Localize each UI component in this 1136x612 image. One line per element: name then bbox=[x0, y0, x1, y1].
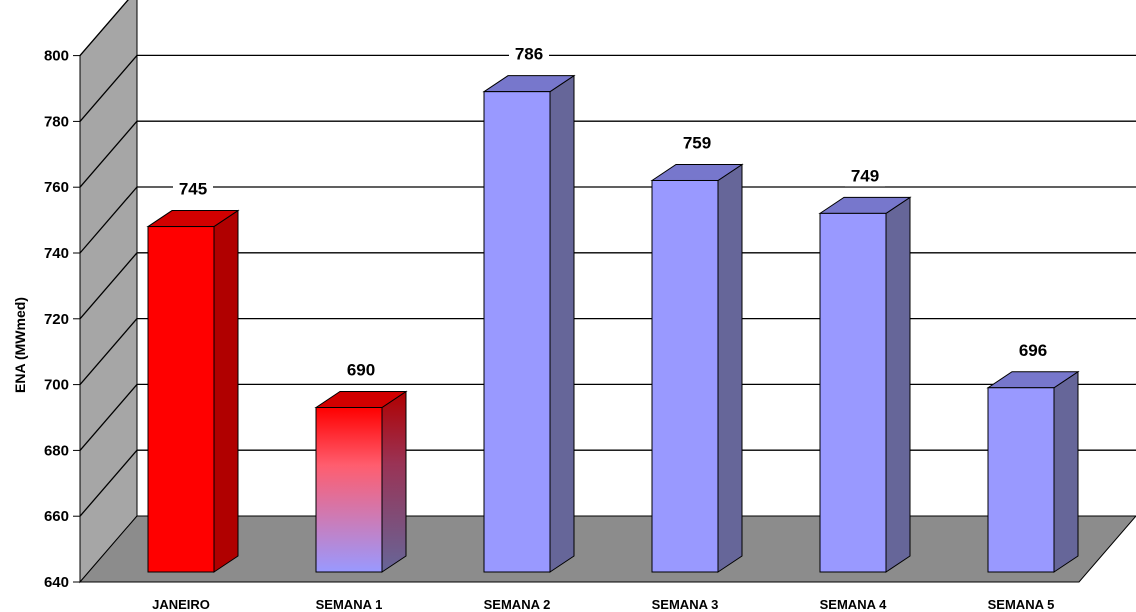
bar-side bbox=[885, 196, 911, 573]
x-category-label: JANEIRO bbox=[152, 597, 210, 612]
gridline-wall bbox=[79, 252, 138, 320]
bar-semana-2 bbox=[482, 74, 576, 573]
bar-front bbox=[819, 212, 887, 573]
gridline-wall bbox=[79, 54, 138, 122]
bar-semana-4 bbox=[818, 196, 912, 573]
x-category-label: SEMANA 5 bbox=[988, 597, 1055, 612]
gridline-wall bbox=[79, 449, 138, 517]
bar-side bbox=[213, 209, 239, 573]
y-axis-label: ENA (MWmed) bbox=[12, 297, 28, 393]
y-tick-label: 780 bbox=[44, 113, 69, 130]
data-label-bg bbox=[509, 43, 549, 65]
gridline-wall bbox=[79, 120, 138, 188]
gridline-wall bbox=[79, 0, 129, 57]
bar-side bbox=[1053, 370, 1079, 573]
bar-semana-3 bbox=[650, 163, 744, 573]
bar-front bbox=[651, 179, 719, 573]
bar-semana-5 bbox=[986, 370, 1080, 573]
data-label: 745 bbox=[179, 180, 207, 199]
y-axis-ticks: 640 660 680 700 720 740 760 780 800 bbox=[44, 48, 80, 591]
bar-side bbox=[381, 390, 407, 573]
y-tick-label: 720 bbox=[44, 311, 69, 328]
bar-front bbox=[315, 407, 383, 573]
x-axis-categories: JANEIRO SEMANA 1 SEMANA 2 SEMANA 3 SEMANA 4 S… bbox=[152, 597, 1054, 612]
data-label-bg bbox=[173, 178, 213, 200]
x-category-label: SEMANA 3 bbox=[652, 597, 719, 612]
data-label-bg bbox=[1013, 339, 1053, 361]
bar-front bbox=[483, 91, 551, 573]
y-tick-label: 680 bbox=[44, 442, 69, 459]
y-tick-label: 660 bbox=[44, 508, 69, 525]
bar-semana-1 bbox=[314, 390, 408, 573]
bar-janeiro bbox=[146, 209, 240, 573]
y-tick-label: 800 bbox=[44, 48, 69, 65]
bar-side bbox=[549, 74, 575, 573]
x-category-label: SEMANA 1 bbox=[316, 597, 383, 612]
y-tick-label: 640 bbox=[44, 574, 69, 591]
x-category-label: SEMANA 2 bbox=[484, 597, 551, 612]
gridlines bbox=[79, 0, 1136, 517]
data-label-bg bbox=[845, 165, 885, 187]
data-label: 696 bbox=[1019, 341, 1047, 360]
bar-side bbox=[717, 163, 743, 573]
gridline-wall bbox=[79, 383, 138, 451]
y-tick-label: 700 bbox=[44, 377, 69, 394]
data-labels: 745 690 786 759 749 696 bbox=[173, 43, 1053, 381]
gridline-wall bbox=[79, 186, 138, 254]
data-label: 759 bbox=[683, 133, 711, 152]
x-category-label: SEMANA 4 bbox=[820, 597, 887, 612]
data-label: 786 bbox=[515, 45, 543, 64]
bar-front bbox=[987, 387, 1055, 573]
left-wall bbox=[79, 0, 138, 584]
y-tick-label: 760 bbox=[44, 179, 69, 196]
gridline-wall bbox=[79, 318, 138, 386]
y-tick-label: 740 bbox=[44, 245, 69, 262]
bars bbox=[146, 74, 1080, 573]
data-label: 749 bbox=[851, 166, 879, 185]
data-label-bg bbox=[677, 132, 717, 154]
data-label: 690 bbox=[347, 361, 375, 380]
data-label-bg bbox=[341, 359, 381, 381]
bar-front bbox=[147, 226, 215, 573]
